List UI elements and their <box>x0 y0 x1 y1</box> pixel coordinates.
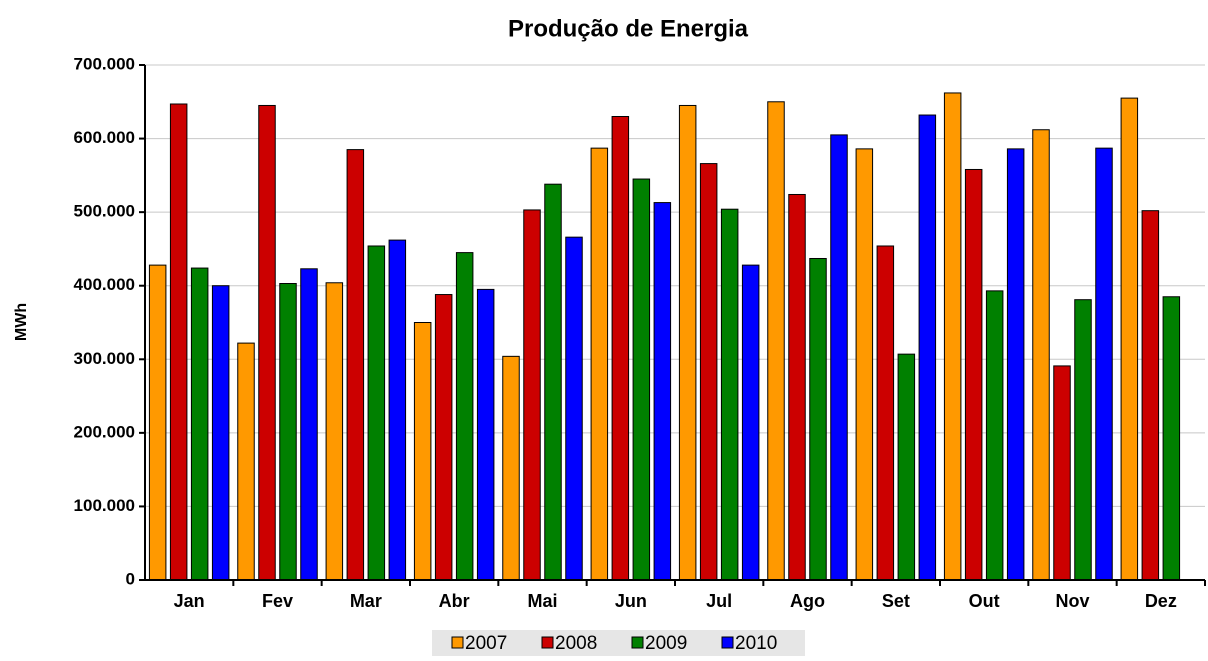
legend-box <box>432 630 805 656</box>
chart-title: Produção de Energia <box>508 15 749 42</box>
bar <box>1141 210 1160 581</box>
bar <box>237 342 255 581</box>
bar <box>1074 299 1092 581</box>
x-tick-label: Jan <box>174 591 205 611</box>
legend-swatch <box>541 636 554 649</box>
x-tick-label: Mai <box>527 591 557 611</box>
bar <box>918 114 937 581</box>
legend-swatch <box>721 636 734 649</box>
bar <box>523 209 541 581</box>
bar <box>434 294 453 581</box>
bar <box>455 252 474 581</box>
bar <box>876 245 895 581</box>
bar <box>565 236 583 581</box>
bar <box>544 183 562 581</box>
bar <box>279 283 297 581</box>
bar <box>741 264 760 581</box>
x-tick-label: Fev <box>262 591 293 611</box>
bar <box>1053 365 1071 581</box>
bar <box>699 163 718 581</box>
bar <box>388 239 407 581</box>
bar <box>325 282 344 581</box>
bar <box>964 168 983 581</box>
bar <box>1120 97 1139 581</box>
bar <box>476 288 495 581</box>
bar <box>169 103 188 581</box>
bar <box>190 267 209 581</box>
x-tick-label: Jul <box>706 591 732 611</box>
bar <box>767 101 785 581</box>
bar <box>590 147 609 581</box>
legend-swatch <box>631 636 644 649</box>
bar <box>788 193 806 581</box>
bar <box>1006 148 1025 581</box>
bar <box>300 268 318 581</box>
bar <box>830 134 848 581</box>
x-tick-label: Out <box>969 591 1000 611</box>
legend-label: 2009 <box>645 633 687 654</box>
bar <box>678 104 697 581</box>
bar <box>985 290 1004 581</box>
bar <box>1162 296 1181 581</box>
x-tick-label: Ago <box>790 591 825 611</box>
y-axis-label: MWh <box>13 303 30 341</box>
bar <box>897 353 916 581</box>
bar <box>943 92 962 581</box>
bar <box>720 208 739 581</box>
bar <box>632 178 651 581</box>
y-tick-label: 700.000 <box>74 54 135 73</box>
bar <box>502 355 520 581</box>
x-tick-label: Set <box>882 591 910 611</box>
y-tick-label: 100.000 <box>74 496 135 515</box>
bar <box>855 148 874 581</box>
x-tick-label: Mar <box>350 591 382 611</box>
y-tick-label: 200.000 <box>74 422 135 441</box>
legend-label: 2010 <box>735 633 777 654</box>
bar <box>148 264 167 581</box>
bar <box>211 285 230 581</box>
x-tick-label: Nov <box>1055 591 1089 611</box>
x-tick-label: Dez <box>1145 591 1177 611</box>
bar <box>1095 147 1113 581</box>
y-tick-label: 0 <box>126 569 135 588</box>
bar <box>809 257 827 581</box>
bar <box>611 116 630 581</box>
y-tick-label: 400.000 <box>74 275 135 294</box>
bar <box>1032 129 1050 581</box>
y-tick-label: 300.000 <box>74 349 135 368</box>
bar <box>258 104 276 581</box>
bar <box>653 202 672 581</box>
bar <box>367 245 386 581</box>
y-tick-label: 600.000 <box>74 128 135 147</box>
legend-label: 2008 <box>555 633 597 654</box>
bar <box>346 149 365 581</box>
x-tick-label: Abr <box>439 591 470 611</box>
legend-label: 2007 <box>465 633 507 654</box>
y-tick-label: 500.000 <box>74 202 135 221</box>
legend-swatch <box>451 636 464 649</box>
bar <box>413 322 432 581</box>
x-tick-label: Jun <box>615 591 647 611</box>
